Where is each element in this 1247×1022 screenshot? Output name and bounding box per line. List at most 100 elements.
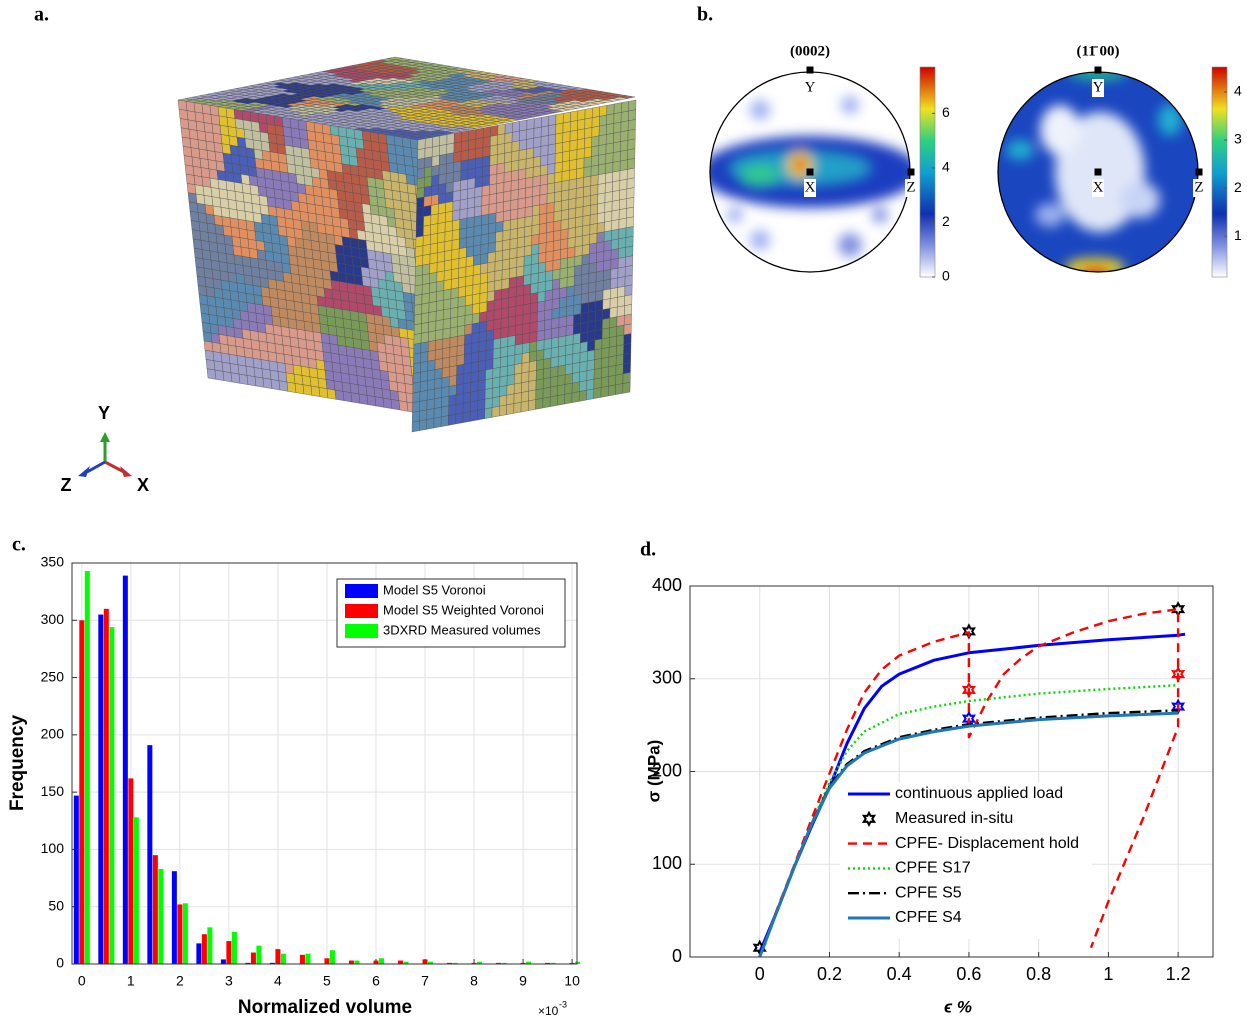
mesh-cell [505,142,512,153]
mesh-cell [461,140,468,151]
mesh-cell [413,363,420,374]
mesh-cell [442,377,449,388]
mesh-cell [399,182,408,193]
mesh-cell [524,255,531,266]
mesh-cell [429,321,436,332]
mesh-cell [288,246,297,257]
x-tick-label: 2 [176,973,184,989]
mesh-cell [487,271,494,282]
mesh-cell [341,154,350,165]
mesh-cell [625,285,632,296]
mesh-cell [271,234,280,245]
mesh-cell [181,128,190,139]
colorbar-tick-label: 2 [1234,179,1242,195]
mesh-cell [416,226,423,237]
mesh-cell [584,147,591,158]
mesh-cell [230,145,239,156]
mesh-cell [439,164,446,175]
mesh-cell [291,274,300,285]
mesh-cell [235,337,244,348]
mesh-cell [303,385,312,396]
mesh-cell [210,105,219,116]
mesh-cell [206,287,215,298]
mesh-cell [517,266,524,277]
mesh-cell [591,155,598,166]
mesh-cell [453,171,460,182]
mesh-cell [501,317,508,328]
mesh-cell [590,204,597,215]
x-tick-label: 0.4 [887,964,912,984]
mesh-cell [231,373,240,384]
mesh-cell [261,141,270,152]
mesh-cell [528,400,535,411]
mesh-cell [213,133,222,144]
mesh-cell [476,128,483,139]
mesh-cell [566,325,573,336]
mesh-cell [531,254,538,265]
mesh-cell [445,231,452,242]
mesh-cell [255,231,264,242]
mesh-cell [283,272,292,283]
mesh-cell [406,320,415,331]
mesh-cell [611,249,618,260]
mesh-cell [623,353,630,364]
mesh-cell [525,197,532,208]
mesh-cell [251,194,260,205]
mesh-cell [287,382,296,393]
mesh-cell [550,376,557,387]
mesh-cell [576,197,583,208]
mesh-cell [628,149,635,160]
mesh-cell [515,354,522,365]
mesh-cell [553,230,560,241]
mesh-cell [552,308,559,319]
mesh-cell [422,303,429,314]
mesh-cell [621,121,628,132]
mesh-cell [431,185,438,196]
mesh-cell [414,343,421,354]
mesh-cell [568,237,575,248]
mesh-cell [611,258,618,269]
mesh-cell [327,389,336,400]
mesh-cell [518,217,525,228]
mesh-cell [403,147,412,158]
mesh-cell [616,374,623,385]
mesh-cell [415,294,422,305]
mesh-cell [315,132,324,143]
mesh-cell [219,189,228,200]
mesh-cell [449,385,456,396]
mesh-cell [481,253,488,264]
mesh-cell [422,293,429,304]
mesh-cell [378,352,387,363]
mesh-cell [397,237,406,248]
mesh-cell [245,357,254,368]
mesh-cell [418,148,425,159]
mesh-cell [545,270,552,281]
mesh-cell [592,126,599,137]
mesh-cell [285,364,294,375]
pole-title: (0002) [790,43,830,59]
mesh-cell [415,285,422,296]
mesh-cell [376,260,385,271]
mesh-cell [543,377,550,388]
mesh-cell [275,344,284,355]
mesh-cell [540,194,547,205]
mesh-cell [228,272,237,283]
mesh-cell [301,293,310,304]
mesh-cell [566,344,573,355]
mesh-cell [381,234,390,245]
mesh-cell [613,171,620,182]
mesh-cell [398,246,407,257]
mesh-cell [553,250,560,261]
mesh-cell [401,201,410,212]
mesh-cell [417,178,424,189]
mesh-cell [619,208,626,219]
mesh-cell [566,305,573,316]
mesh-cell [501,298,508,309]
mesh-cell [388,226,397,237]
mesh-cell [305,330,314,341]
mesh-cell [292,137,301,148]
mesh-cell [442,347,449,358]
mesh-cell [303,239,312,250]
mesh-cell [299,202,308,213]
mesh-cell [536,369,543,380]
